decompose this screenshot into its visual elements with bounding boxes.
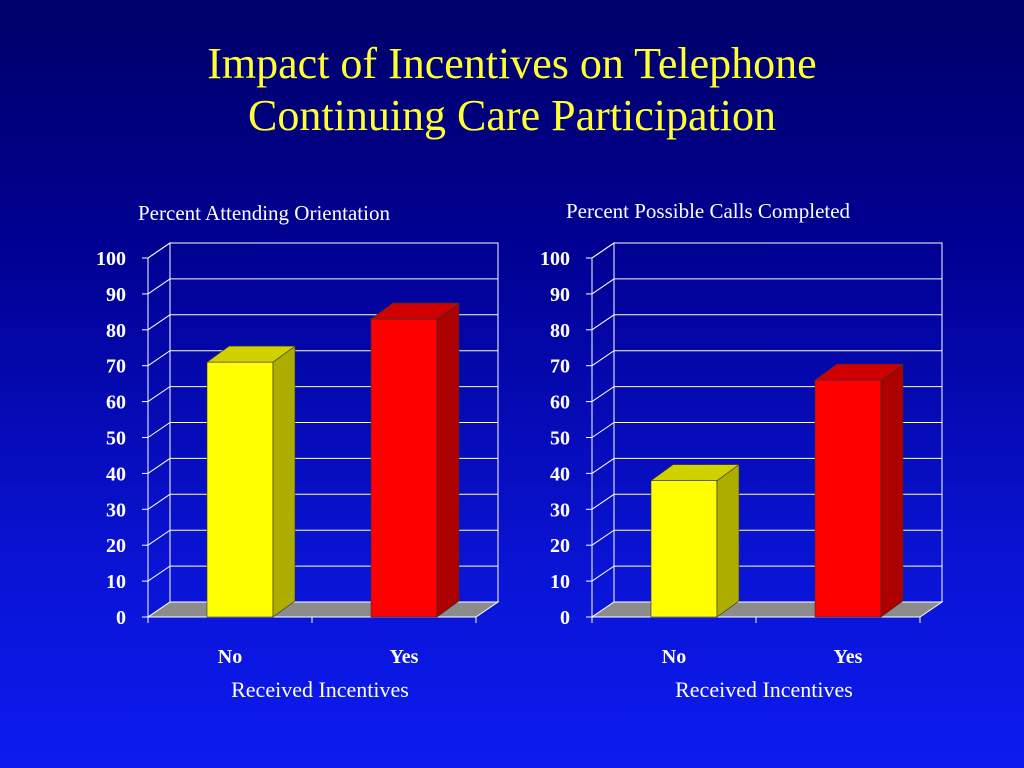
bar-no	[650, 463, 740, 618]
x-category-label-no: No	[218, 646, 242, 668]
bar-top-face	[814, 363, 904, 381]
y-tick-label: 80	[106, 320, 126, 342]
gridline	[591, 278, 942, 295]
bar-front-face	[650, 480, 718, 618]
y-tick-label: 100	[540, 248, 570, 270]
y-tick-label: 0	[116, 607, 126, 629]
gridline	[591, 314, 942, 331]
y-tick-label: 90	[106, 284, 126, 306]
y-tick-label: 90	[550, 284, 570, 306]
bar-front-face	[814, 379, 882, 618]
chart-1-title: Percent Attending Orientation	[138, 201, 390, 225]
gridline	[591, 350, 942, 367]
y-tick-label: 60	[550, 392, 570, 414]
y-tick-label: 30	[106, 499, 126, 521]
bar-top-face	[370, 302, 460, 320]
y-tick-label: 100	[96, 248, 126, 270]
slide-title-line-1: Impact of Incentives on Telephone	[207, 39, 817, 88]
y-tick-label: 30	[550, 499, 570, 521]
bar-side-face	[716, 463, 740, 618]
y-tick-label: 10	[106, 571, 126, 593]
x-category-label-yes: Yes	[834, 646, 863, 668]
y-tick-label: 40	[106, 463, 126, 485]
bar-yes	[370, 302, 460, 618]
gridline	[147, 278, 498, 295]
bar-side-face	[880, 363, 904, 618]
y-tick-label: 70	[550, 356, 570, 378]
y-tick-label: 0	[560, 607, 570, 629]
chart-2-title: Percent Possible Calls Completed	[566, 199, 851, 223]
x-axis-title: Received Incentives	[231, 677, 409, 702]
slide-title-line-2: Continuing Care Participation	[248, 91, 776, 140]
bar-yes	[814, 363, 904, 618]
gridline	[147, 242, 498, 259]
y-tick-label: 20	[550, 535, 570, 557]
gridline	[591, 242, 942, 259]
y-tick-label: 80	[550, 320, 570, 342]
chart-1: 0 10 20 30 40 50 60 70 80 90 100 No Yes Received Ince…	[96, 242, 498, 702]
y-tick-label: 60	[106, 392, 126, 414]
y-tick-label: 70	[106, 356, 126, 378]
y-tick-label: 50	[550, 428, 570, 450]
bar-no	[206, 345, 296, 618]
y-tick-label: 50	[106, 428, 126, 450]
bar-front-face	[206, 361, 274, 618]
x-category-label-yes: Yes	[390, 646, 419, 668]
bar-top-face	[650, 464, 740, 481]
y-tick-label: 10	[550, 571, 570, 593]
y-tick-label: 20	[106, 535, 126, 557]
y-tick-label: 40	[550, 463, 570, 485]
x-axis-title: Received Incentives	[675, 677, 853, 702]
bar-top-face	[206, 345, 296, 363]
x-category-label-no: No	[662, 646, 686, 668]
slide-title: Impact of Incentives on Telephone Contin…	[0, 38, 1024, 142]
